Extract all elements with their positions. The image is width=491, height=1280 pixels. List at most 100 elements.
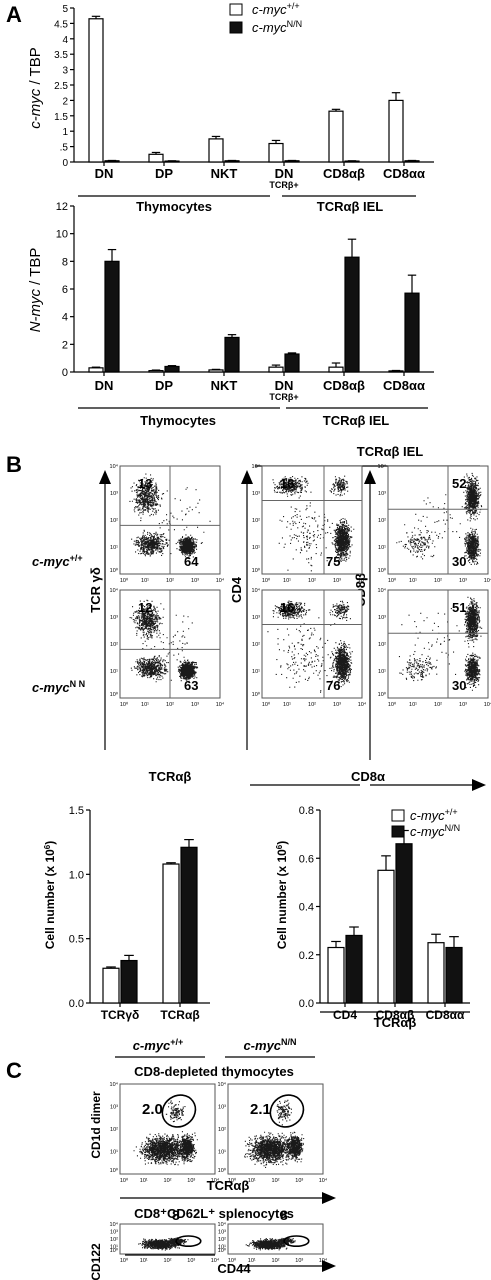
category-label: CD4 [333,1008,357,1022]
events [133,1099,198,1166]
gate-value: 8 [280,1207,288,1223]
x-decade-label: 10¹ [283,702,291,708]
c-row2-title: CD8⁺CD62L⁺ splenocytes [134,1206,294,1221]
bar-wildtype [208,138,224,163]
bar-knockin [345,934,363,1004]
bar-wildtype [148,153,164,163]
bar-wildtype [268,366,284,373]
y-decade-label: 10² [110,1127,118,1133]
y-decade-label: 10² [252,642,260,648]
panel-c-label: C [6,1058,22,1083]
bar-knockin [224,336,240,373]
gate-value: 8 [172,1207,180,1223]
y-tick-label: 0.8 [299,805,314,817]
y-tick-label: 0 [62,158,68,169]
bar-wildtype [88,367,104,373]
y-decade-label: 10² [252,518,260,524]
category-label: CD8αα [383,378,425,393]
y-tick-label: 5 [62,4,68,15]
bar-knockin [395,843,413,1004]
x-decade-label: 10³ [295,1178,303,1184]
y-decade-label: 10¹ [218,1245,226,1251]
category-label: CD8αβ [323,166,365,181]
events [267,600,353,693]
x-decade-label: 10³ [333,702,341,708]
c-row1-ylabel: CD1d dimer [89,1091,103,1159]
y-decade-label: 10⁰ [378,691,387,698]
y-decade-label: 10² [110,518,118,524]
events [244,1099,305,1168]
b-legend-knockin-label: c-mycN/N [410,823,460,839]
x-decade-label: 10⁰ [228,1257,237,1264]
b-row1-genotype: c-myc+/+ [32,553,83,569]
bar-wildtype [377,869,395,1004]
y-decade-label: 10⁰ [378,567,387,574]
events [396,472,483,565]
quadrant-value-tr: 52 [452,476,466,491]
y-tick-label: 6 [62,284,68,296]
y-tick-label: 1.5 [54,112,68,123]
x-decade-label: 10¹ [248,1258,256,1264]
panel-c-flow-plots: 10⁰10⁰10¹10¹10²10²10³10³10⁴10⁴2.010⁰10⁰1… [110,1081,328,1264]
x-decade-label: 10⁴ [484,577,491,584]
x-decade-label: 10¹ [409,578,417,584]
x-decade-label: 10¹ [140,1178,148,1184]
x-decade-label: 10⁰ [388,701,397,708]
x-decade-label: 10¹ [409,702,417,708]
y-decade-label: 10⁴ [252,587,261,594]
x-decade-label: 10⁰ [120,1257,129,1264]
x-decade-label: 10² [308,702,316,708]
quadrant-value-br: 30 [452,678,466,693]
x-decade-label: 10⁰ [120,701,129,708]
y-tick-label: 1 [62,127,68,138]
y-tick-label: 10 [56,229,68,241]
x-decade-label: 10³ [191,702,199,708]
quadrant-value-br: 64 [184,554,199,569]
y-decade-label: 10⁴ [378,587,387,594]
y-decade-label: 10² [110,1237,118,1243]
x-decade-label: 10¹ [248,1178,256,1184]
y-tick-label: 4.5 [54,19,68,30]
chart-b1-ylabel: Cell number (x 106) [43,841,58,949]
x-decade-label: 10³ [295,1258,303,1264]
bar-knockin [445,946,463,1004]
panel-a-label: A [6,2,22,27]
y-tick-label: 0.0 [299,998,314,1010]
y-tick-label: 0.6 [299,853,314,865]
b-row2-genotype: c-mycN N [32,679,85,695]
y-decade-label: 10⁰ [110,1247,119,1254]
y-tick-label: 8 [62,256,68,268]
y-tick-label: 2 [62,339,68,351]
category-label: TCRγδ [101,1008,140,1022]
y-decade-label: 10² [110,642,118,648]
x-decade-label: 10⁴ [319,1177,328,1184]
y-decade-label: 10² [218,1127,226,1133]
chart-b2-ylabel: Cell number (x 106) [275,841,290,949]
y-decade-label: 10³ [378,491,386,497]
x-decade-label: 10⁴ [211,1177,220,1184]
y-decade-label: 10¹ [110,545,118,551]
x-decade-label: 10² [434,578,442,584]
x-decade-label: 10¹ [140,1258,148,1264]
x-decade-label: 10⁴ [358,577,367,584]
y-decade-label: 10¹ [252,545,260,551]
legend-wildtype-label: c-myc+/+ [252,1,300,17]
b-cd8a-label: CD8α [351,769,385,784]
x-decade-label: 10⁴ [319,1257,328,1264]
c-col2-genotype: c-mycN/N [243,1037,296,1053]
y-tick-label: 2.5 [54,81,68,92]
x-decade-label: 10³ [187,1178,195,1184]
y-decade-label: 10⁰ [110,691,119,698]
x-decade-label: 10⁴ [216,701,225,708]
y-decade-label: 10⁴ [252,463,261,470]
y-decade-label: 10⁰ [110,1167,119,1174]
category-label: DP [155,166,173,181]
x-decade-label: 10² [164,1258,172,1264]
b-legend-wildtype-swatch [391,809,405,822]
